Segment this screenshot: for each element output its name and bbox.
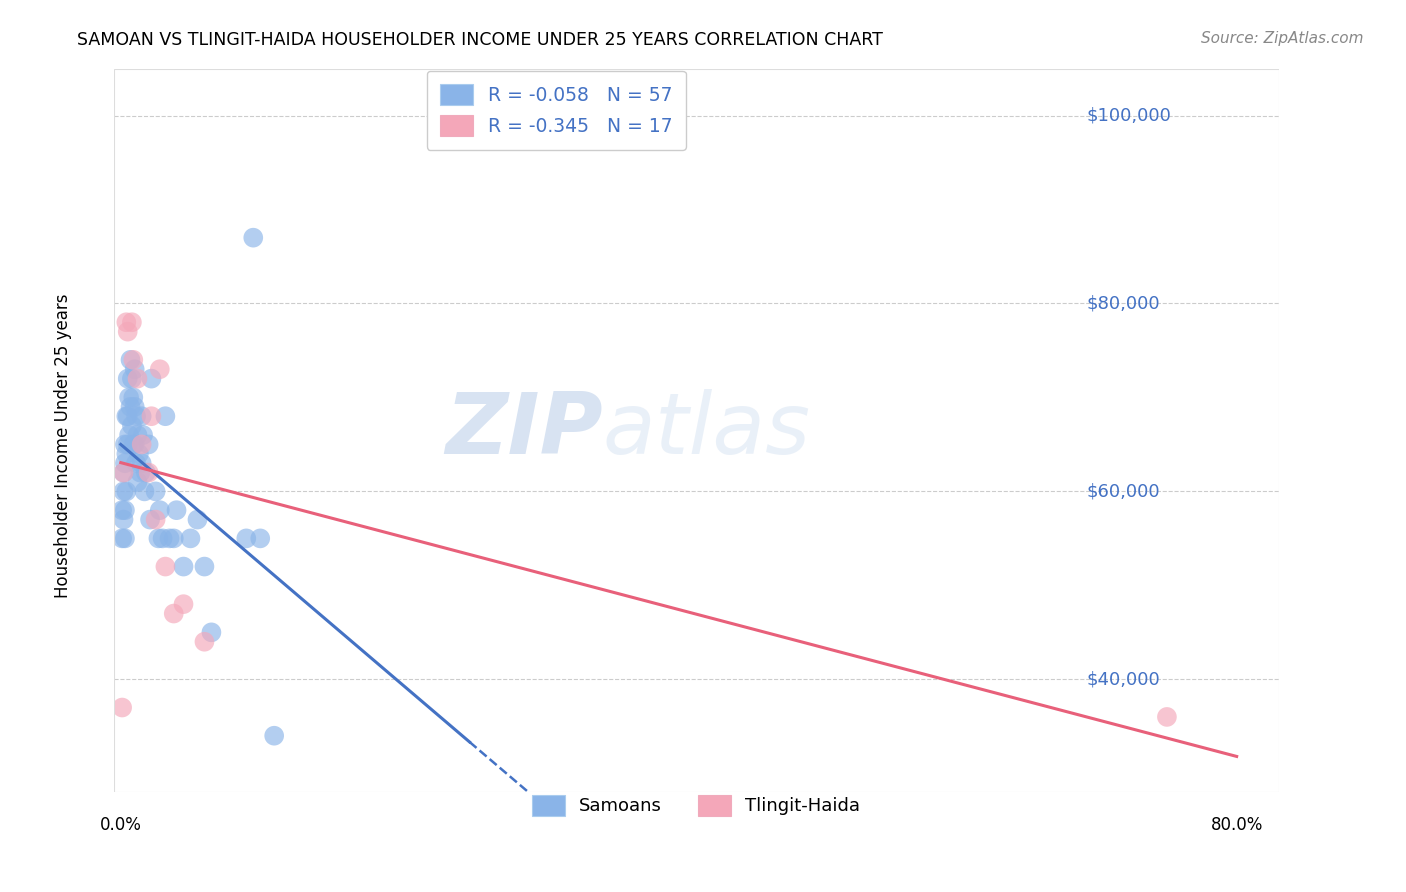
Text: 0.0%: 0.0% — [100, 815, 142, 834]
Point — [112, 466, 135, 480]
Text: SAMOAN VS TLINGIT-HAIDA HOUSEHOLDER INCOME UNDER 25 YEARS CORRELATION CHART: SAMOAN VS TLINGIT-HAIDA HOUSEHOLDER INCO… — [77, 31, 883, 49]
Point — [138, 437, 160, 451]
Point — [149, 503, 172, 517]
Text: 80.0%: 80.0% — [1211, 815, 1263, 834]
Point — [120, 400, 142, 414]
Point — [186, 512, 208, 526]
Text: ZIP: ZIP — [446, 389, 603, 472]
Point — [114, 437, 136, 451]
Point — [193, 559, 215, 574]
Point — [148, 532, 170, 546]
Point — [121, 371, 143, 385]
Point — [131, 456, 153, 470]
Point — [118, 391, 141, 405]
Point — [129, 466, 152, 480]
Point — [117, 371, 139, 385]
Point — [163, 532, 186, 546]
Point — [155, 409, 177, 424]
Point — [117, 409, 139, 424]
Point — [166, 503, 188, 517]
Point — [114, 456, 136, 470]
Point — [115, 315, 138, 329]
Point — [263, 729, 285, 743]
Point — [193, 634, 215, 648]
Point — [114, 532, 136, 546]
Point — [139, 512, 162, 526]
Point — [235, 532, 257, 546]
Point — [149, 362, 172, 376]
Point — [131, 409, 153, 424]
Point — [132, 428, 155, 442]
Point — [111, 503, 134, 517]
Text: Source: ZipAtlas.com: Source: ZipAtlas.com — [1201, 31, 1364, 46]
Text: $80,000: $80,000 — [1087, 294, 1160, 312]
Point — [121, 315, 143, 329]
Point — [118, 428, 141, 442]
Point — [138, 466, 160, 480]
Point — [145, 512, 167, 526]
Point — [135, 466, 157, 480]
Point — [128, 447, 150, 461]
Point — [122, 352, 145, 367]
Point — [124, 400, 146, 414]
Point — [152, 532, 174, 546]
Point — [155, 559, 177, 574]
Point — [127, 371, 149, 385]
Text: Householder Income Under 25 years: Householder Income Under 25 years — [55, 293, 72, 599]
Point — [200, 625, 222, 640]
Point — [1156, 710, 1178, 724]
Point — [159, 532, 181, 546]
Point — [111, 700, 134, 714]
Point — [141, 371, 163, 385]
Point — [122, 391, 145, 405]
Point — [124, 362, 146, 376]
Point — [179, 532, 201, 546]
Point — [125, 456, 148, 470]
Point — [249, 532, 271, 546]
Text: $100,000: $100,000 — [1087, 106, 1171, 125]
Point — [120, 352, 142, 367]
Point — [114, 503, 136, 517]
Point — [117, 325, 139, 339]
Point — [112, 484, 135, 499]
Point — [173, 559, 195, 574]
Point — [125, 409, 148, 424]
Point — [134, 484, 156, 499]
Point — [122, 437, 145, 451]
Legend: Samoans, Tlingit-Haida: Samoans, Tlingit-Haida — [524, 788, 868, 822]
Point — [124, 437, 146, 451]
Point — [117, 437, 139, 451]
Point — [112, 466, 135, 480]
Point — [115, 409, 138, 424]
Point — [115, 447, 138, 461]
Point — [131, 437, 153, 451]
Point — [127, 475, 149, 489]
Point — [145, 484, 167, 499]
Point — [115, 484, 138, 499]
Point — [112, 512, 135, 526]
Point — [111, 532, 134, 546]
Point — [141, 409, 163, 424]
Point — [173, 597, 195, 611]
Text: atlas: atlas — [603, 389, 811, 472]
Point — [127, 428, 149, 442]
Point — [163, 607, 186, 621]
Text: $40,000: $40,000 — [1087, 670, 1160, 689]
Point — [121, 418, 143, 433]
Text: $60,000: $60,000 — [1087, 483, 1160, 500]
Point — [242, 230, 264, 244]
